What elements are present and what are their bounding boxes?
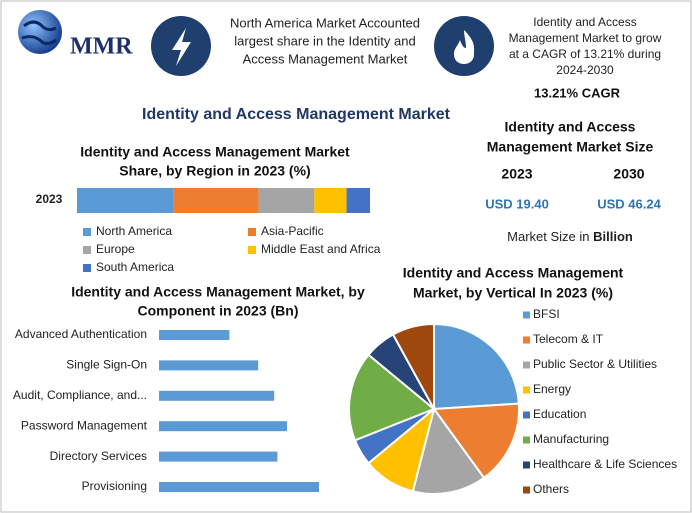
legend-label: Others xyxy=(533,482,569,496)
header-text: Identity and Access xyxy=(533,15,636,29)
header-text: largest share in the Identity and xyxy=(234,33,415,48)
legend-label: Public Sector & Utilities xyxy=(533,357,657,371)
legend-swatch xyxy=(83,264,91,272)
pie-slice xyxy=(411,406,486,495)
market-size-note: Market Size in Billion xyxy=(507,229,633,244)
legend-label: Education xyxy=(533,407,586,421)
icon-flame xyxy=(434,16,494,76)
bar-segment xyxy=(346,188,370,213)
pie-slice xyxy=(348,353,436,442)
bar-segment xyxy=(77,188,174,213)
header-text: at a CAGR of 13.21% during xyxy=(509,47,661,61)
pie-slice xyxy=(391,322,435,410)
legend-label: Manufacturing xyxy=(533,432,609,446)
legend-label: South America xyxy=(96,260,174,274)
legend-swatch xyxy=(248,246,256,254)
market-value: USD 46.24 xyxy=(597,196,661,211)
category-label: Single Sign-On xyxy=(66,358,147,372)
legend-swatch xyxy=(83,228,91,236)
market-size-title: Identity and Access xyxy=(505,119,636,135)
legend-swatch xyxy=(523,386,530,394)
main-title: Identity and Access Management Market xyxy=(142,106,451,123)
logo-text: MMR xyxy=(70,34,133,60)
legend-label: Asia-Pacific xyxy=(261,224,324,238)
bar xyxy=(159,360,259,371)
category-label: Provisioning xyxy=(82,479,147,493)
legend-swatch xyxy=(83,246,91,254)
chart-title: Identity and Access Management xyxy=(403,265,624,281)
legend-swatch xyxy=(523,461,530,469)
pie-slice xyxy=(432,402,520,480)
legend-label: North America xyxy=(96,224,172,238)
year: 2023 xyxy=(501,166,532,182)
bar-segment xyxy=(314,188,347,213)
bar xyxy=(159,451,278,462)
header-text: Management Market to grow xyxy=(509,31,662,45)
legend-label: Telecom & IT xyxy=(533,332,604,346)
icon-lightning xyxy=(151,16,211,76)
chart-title: Share, by Region in 2023 (%) xyxy=(119,163,310,179)
chart-title: Identity and Access Management Market xyxy=(80,144,350,160)
header-text: 2024-2030 xyxy=(556,63,614,77)
bar xyxy=(159,330,230,340)
chart-title: Component in 2023 (Bn) xyxy=(137,303,298,319)
bar-segment xyxy=(258,188,315,213)
logo: MMR xyxy=(18,10,133,60)
legend-swatch xyxy=(523,411,530,419)
note-unit: Billion xyxy=(593,229,633,244)
legend-swatch xyxy=(523,311,530,319)
pie-slice xyxy=(433,322,520,411)
legend-label: Energy xyxy=(533,382,571,396)
legend-swatch xyxy=(523,361,530,369)
category-label: Directory Services xyxy=(50,449,147,463)
legend-label: BFSI xyxy=(533,307,560,321)
legend-label: Europe xyxy=(96,242,135,256)
header-text: Access Management Market xyxy=(243,51,408,66)
bar-segment xyxy=(173,188,259,213)
legend-swatch xyxy=(523,336,530,344)
chart-title: Identity and Access Management Market, b… xyxy=(71,284,365,300)
category-label: 2023 xyxy=(36,192,63,206)
legend-swatch xyxy=(523,486,530,494)
note-text: Market Size in xyxy=(507,229,589,244)
bar xyxy=(159,482,319,492)
market-size-title: Management Market Size xyxy=(487,139,654,155)
year: 2030 xyxy=(613,166,644,182)
legend-label: Middle East and Africa xyxy=(261,242,381,256)
category-label: Audit, Compliance, and... xyxy=(13,388,147,402)
category-label: Advanced Authentication xyxy=(15,327,147,341)
category-label: Password Management xyxy=(21,418,148,432)
market-value: USD 19.40 xyxy=(485,196,549,211)
legend-swatch xyxy=(523,436,530,444)
chart-title: Market, by Vertical In 2023 (%) xyxy=(413,285,613,301)
legend-label: Healthcare & Life Sciences xyxy=(533,457,677,471)
bar xyxy=(159,390,275,401)
bar xyxy=(159,421,287,432)
cagr: 13.21% CAGR xyxy=(534,85,621,100)
header-text: North America Market Accounted xyxy=(230,15,420,30)
legend-swatch xyxy=(248,228,256,236)
